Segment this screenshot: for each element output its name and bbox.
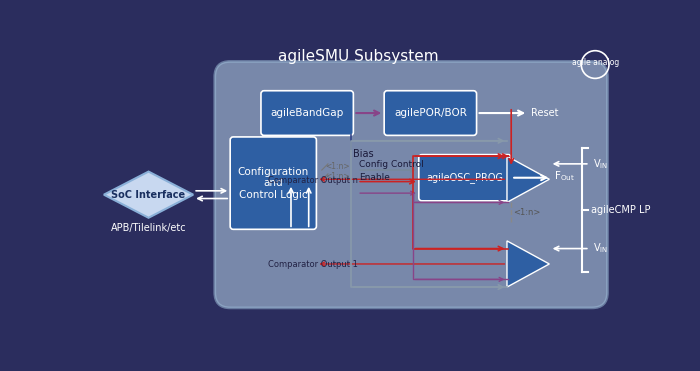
Text: agileCMP LP: agileCMP LP <box>592 205 651 215</box>
Text: agileSMU Subsystem: agileSMU Subsystem <box>279 49 439 64</box>
Text: Config Control: Config Control <box>358 160 424 169</box>
Text: $\mathregular{V_{IN}}$: $\mathregular{V_{IN}}$ <box>593 242 608 256</box>
Polygon shape <box>507 156 550 202</box>
Text: Bias: Bias <box>353 149 373 159</box>
Text: agileBandGap: agileBandGap <box>270 108 344 118</box>
Text: Enable: Enable <box>358 173 390 182</box>
Text: agile analog: agile analog <box>571 58 619 67</box>
Text: SoC Interface: SoC Interface <box>111 190 186 200</box>
Text: Configuration
and
Control Logic: Configuration and Control Logic <box>238 167 309 200</box>
Polygon shape <box>104 171 193 218</box>
FancyBboxPatch shape <box>230 137 316 229</box>
FancyBboxPatch shape <box>261 91 354 135</box>
Text: Reset: Reset <box>531 108 559 118</box>
Text: agilePOR/BOR: agilePOR/BOR <box>394 108 467 118</box>
FancyBboxPatch shape <box>215 62 608 308</box>
Text: Comparator Output n: Comparator Output n <box>268 175 358 184</box>
Text: agileOSC_PROG: agileOSC_PROG <box>426 172 503 183</box>
FancyBboxPatch shape <box>419 155 511 201</box>
Text: APB/Tilelink/etc: APB/Tilelink/etc <box>111 223 186 233</box>
Polygon shape <box>507 241 550 287</box>
Text: $\mathregular{V_{IN}}$: $\mathregular{V_{IN}}$ <box>593 157 608 171</box>
Text: Comparator Output 1: Comparator Output 1 <box>268 260 358 269</box>
Text: $\mathregular{F_{Out}}$: $\mathregular{F_{Out}}$ <box>554 169 575 183</box>
Text: <1:n>: <1:n> <box>512 208 540 217</box>
FancyBboxPatch shape <box>384 91 477 135</box>
Text: <1:n>: <1:n> <box>326 172 350 181</box>
Text: <1:n>: <1:n> <box>326 162 350 171</box>
